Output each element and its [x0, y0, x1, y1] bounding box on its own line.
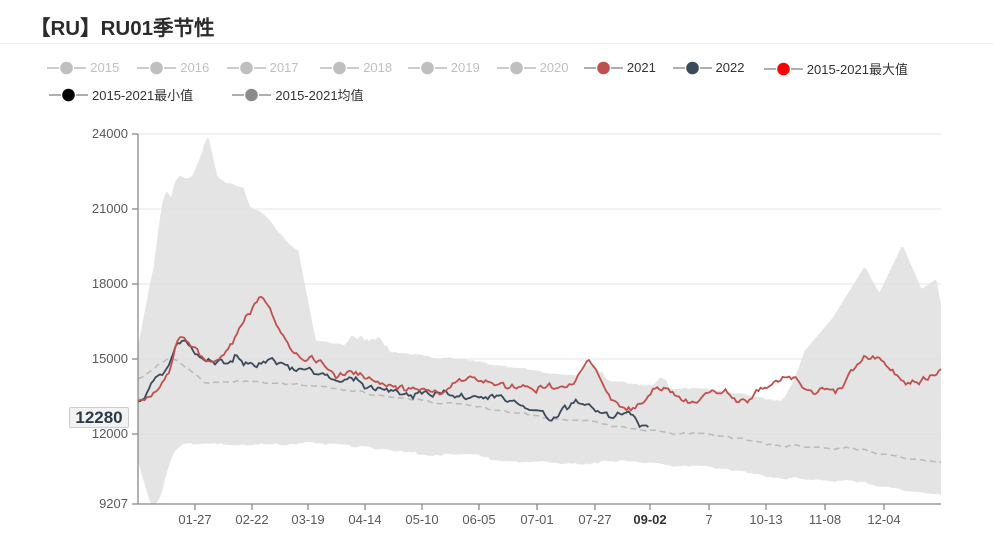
svg-text:12000: 12000	[92, 426, 128, 441]
svg-text:01-27: 01-27	[178, 512, 211, 527]
svg-text:21000: 21000	[92, 201, 128, 216]
svg-text:18000: 18000	[92, 276, 128, 291]
svg-text:03-19: 03-19	[291, 512, 324, 527]
svg-text:11-08: 11-08	[809, 512, 841, 527]
svg-text:10-13: 10-13	[749, 512, 782, 527]
svg-text:07-27: 07-27	[578, 512, 611, 527]
svg-text:12-04: 12-04	[867, 512, 900, 527]
svg-text:07-01: 07-01	[520, 512, 553, 527]
svg-text:9207: 9207	[99, 496, 128, 511]
svg-text:04-14: 04-14	[348, 512, 381, 527]
svg-text:02-22: 02-22	[235, 512, 268, 527]
svg-text:24000: 24000	[92, 126, 128, 141]
svg-text:09-02: 09-02	[633, 512, 666, 527]
svg-text:05-10: 05-10	[405, 512, 438, 527]
svg-text:15000: 15000	[92, 351, 128, 366]
svg-text:7: 7	[705, 512, 712, 527]
svg-text:06-05: 06-05	[462, 512, 495, 527]
